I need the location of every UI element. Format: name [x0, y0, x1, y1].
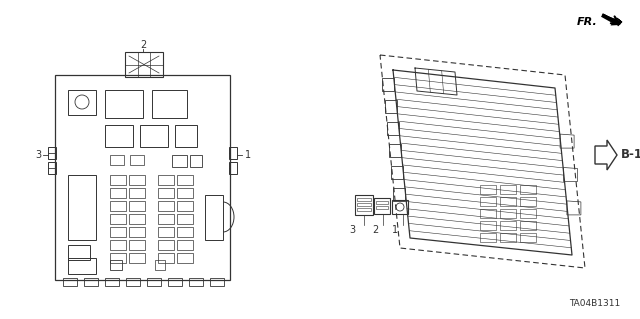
Bar — [376, 201, 388, 204]
Bar — [190, 155, 202, 167]
Bar — [205, 195, 223, 240]
Text: 3: 3 — [35, 150, 41, 160]
Bar — [480, 197, 496, 206]
Bar — [110, 214, 126, 224]
Bar — [84, 278, 98, 286]
Bar — [68, 175, 96, 240]
Text: 2: 2 — [140, 40, 146, 50]
Bar — [229, 162, 237, 174]
Bar — [355, 195, 373, 215]
Bar — [129, 227, 145, 237]
Bar — [129, 253, 145, 263]
Bar — [110, 240, 126, 250]
Bar — [357, 203, 371, 206]
Bar — [110, 155, 124, 165]
Bar — [500, 221, 516, 230]
Bar — [158, 188, 174, 198]
Bar — [110, 201, 126, 211]
Bar — [110, 260, 122, 270]
Bar — [158, 175, 174, 185]
Bar — [158, 227, 174, 237]
Bar — [500, 185, 516, 194]
Text: 3: 3 — [349, 225, 355, 235]
Text: 1: 1 — [245, 150, 251, 160]
Bar — [105, 278, 119, 286]
Bar — [500, 209, 516, 218]
Bar — [177, 188, 193, 198]
Bar — [48, 147, 56, 159]
Bar — [374, 198, 390, 214]
Bar — [110, 227, 126, 237]
Bar — [177, 227, 193, 237]
Bar — [520, 185, 536, 194]
Bar — [158, 214, 174, 224]
Bar — [130, 155, 144, 165]
Bar — [155, 260, 165, 270]
Bar — [177, 201, 193, 211]
Bar — [376, 206, 388, 209]
Bar — [152, 90, 187, 118]
Bar — [125, 52, 163, 77]
Bar — [129, 188, 145, 198]
Text: TA04B1311: TA04B1311 — [569, 299, 620, 308]
Bar — [110, 253, 126, 263]
Bar — [177, 214, 193, 224]
Bar — [158, 253, 174, 263]
Bar — [147, 278, 161, 286]
Bar — [520, 197, 536, 206]
Bar — [129, 240, 145, 250]
Bar — [480, 233, 496, 242]
Bar — [500, 233, 516, 242]
Bar — [175, 125, 197, 147]
FancyArrow shape — [601, 13, 620, 26]
Bar — [129, 175, 145, 185]
Bar — [210, 278, 224, 286]
Bar — [520, 233, 536, 242]
Text: FR.: FR. — [577, 17, 598, 27]
Text: B-13-10: B-13-10 — [621, 149, 640, 161]
Bar — [520, 221, 536, 230]
Bar — [126, 278, 140, 286]
Bar — [48, 162, 56, 174]
Bar — [129, 201, 145, 211]
Bar — [168, 278, 182, 286]
Bar — [158, 201, 174, 211]
Polygon shape — [595, 140, 617, 170]
Bar — [172, 155, 187, 167]
Bar — [229, 147, 237, 159]
Bar — [357, 198, 371, 201]
Text: 1: 1 — [392, 225, 398, 235]
Bar — [480, 185, 496, 194]
Bar — [177, 240, 193, 250]
Text: 2: 2 — [372, 225, 378, 235]
Bar — [520, 209, 536, 218]
Bar — [500, 197, 516, 206]
Bar — [68, 258, 96, 274]
Bar — [480, 221, 496, 230]
Bar — [63, 278, 77, 286]
Bar — [105, 125, 133, 147]
Bar — [392, 200, 408, 214]
Bar — [110, 188, 126, 198]
Bar — [480, 209, 496, 218]
Bar — [189, 278, 203, 286]
Bar — [68, 245, 90, 260]
Polygon shape — [602, 14, 622, 26]
Bar — [110, 175, 126, 185]
Bar — [129, 214, 145, 224]
Bar — [55, 75, 230, 280]
Bar — [158, 240, 174, 250]
Bar — [177, 175, 193, 185]
Bar — [177, 253, 193, 263]
Bar — [105, 90, 143, 118]
Bar — [140, 125, 168, 147]
Bar — [68, 90, 96, 115]
Bar — [357, 208, 371, 211]
